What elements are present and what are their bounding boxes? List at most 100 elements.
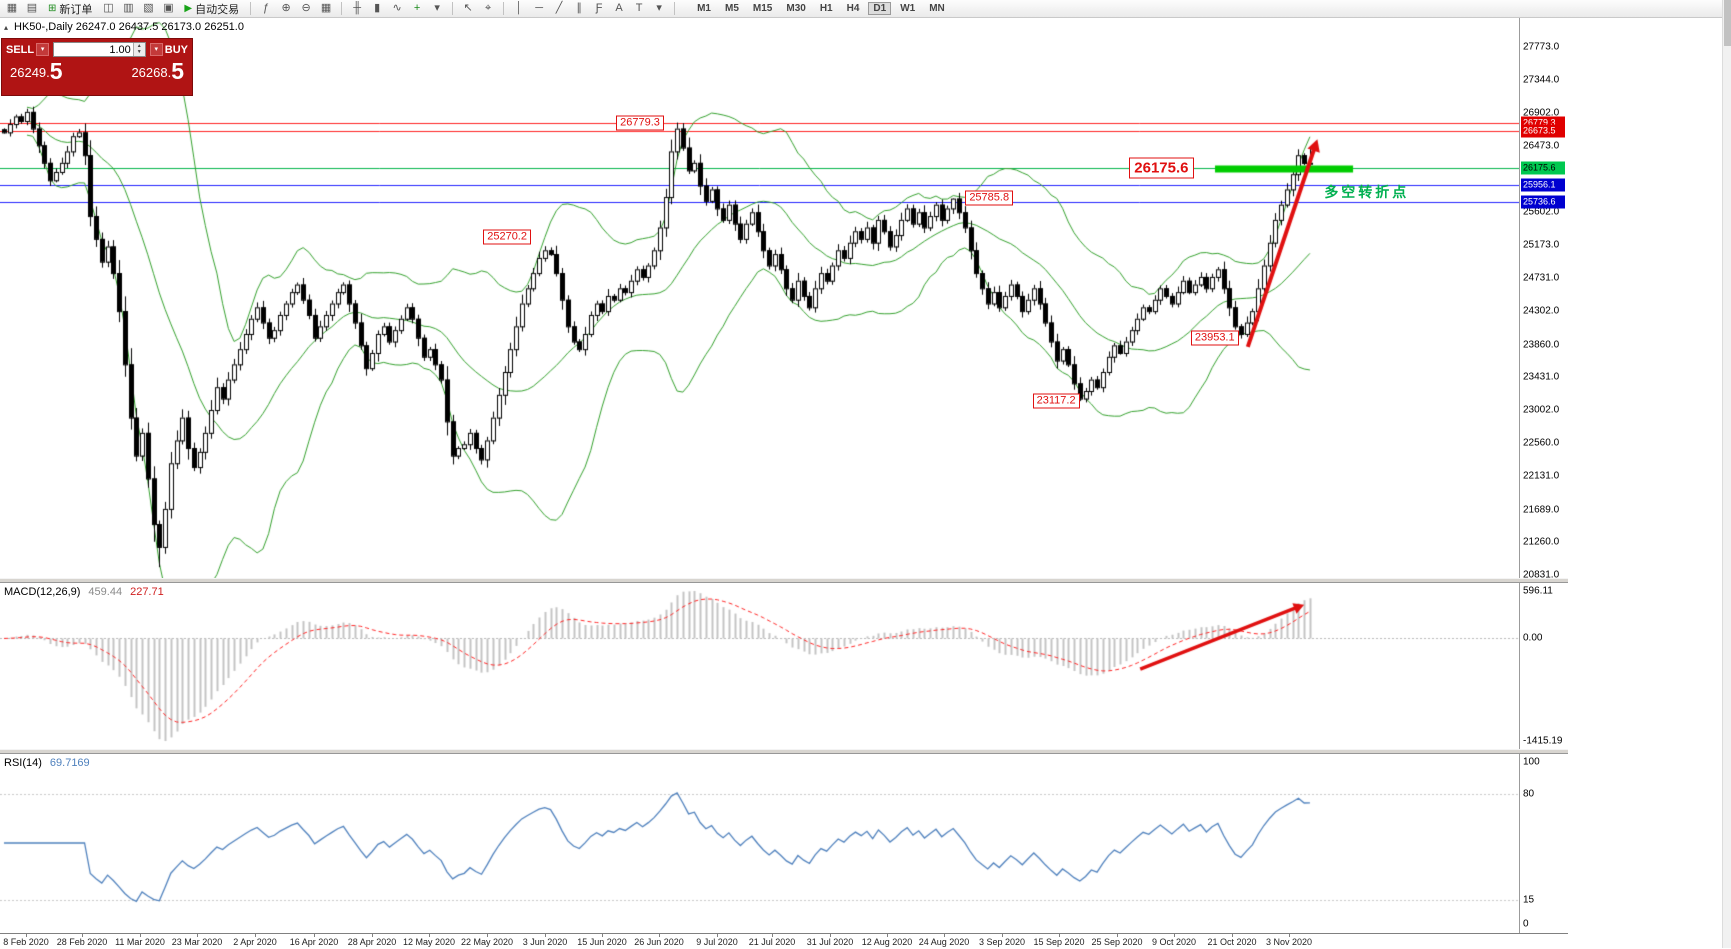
macd-axis-min: -1415.19: [1523, 735, 1563, 747]
time-tick: [717, 934, 718, 937]
timeframe-m15-button[interactable]: M15: [752, 3, 773, 14]
date-label: 28 Apr 2020: [347, 937, 397, 947]
price-axis-label: 25173.0: [1523, 239, 1560, 251]
volume-stepper-down-icon[interactable]: ▼: [136, 49, 142, 55]
macd-axis-zero: 0.00: [1523, 632, 1543, 644]
candlestick-type-icon[interactable]: ▮: [374, 2, 381, 14]
macd-canvas[interactable]: [0, 583, 1519, 749]
buy-label: BUY: [164, 43, 188, 56]
timeframe-h1-button[interactable]: H1: [819, 3, 833, 14]
zoom-out-icon[interactable]: ⊖: [301, 2, 311, 14]
price-tag: 25736.6: [1521, 195, 1565, 209]
autotrading-button[interactable]: ▶ 自动交易: [179, 1, 244, 17]
date-label: 12 May 2020: [402, 937, 456, 947]
rsi-header: RSI(14) 69.7169: [4, 757, 90, 769]
time-tick: [887, 934, 888, 937]
add-indicator-icon[interactable]: +: [413, 2, 421, 14]
time-tick: [602, 934, 603, 937]
horizontal-line-icon[interactable]: ─: [535, 2, 543, 14]
new-order-button[interactable]: ⊞ 新订单: [43, 1, 97, 17]
volume-input[interactable]: 1.00 ▲ ▼: [53, 42, 146, 57]
date-label: 12 Aug 2020: [861, 937, 913, 947]
toolbar-separator: [341, 2, 343, 15]
volume-stepper[interactable]: ▲ ▼: [132, 43, 145, 56]
time-tick: [372, 934, 373, 937]
profiles-icon[interactable]: ▤: [26, 2, 38, 14]
one-click-header: SELL ▾ 1.00 ▲ ▼ ▾ BUY: [2, 39, 192, 58]
templates-dropdown-icon[interactable]: ▾: [434, 2, 440, 14]
text-icon[interactable]: A: [615, 2, 623, 14]
macd-main-value: 459.44: [88, 586, 123, 598]
timeframe-d1-button[interactable]: D1: [868, 2, 892, 15]
date-label: 22 May 2020: [460, 937, 514, 947]
zoom-in-icon[interactable]: ⊕: [281, 2, 291, 14]
symbol-ohlc-text: HK50-,Daily 26247.0 26437.5 26173.0 2625…: [14, 21, 244, 33]
price-axis-label: 21689.0: [1523, 504, 1560, 516]
label-icon[interactable]: T: [635, 2, 643, 14]
time-tick: [255, 934, 256, 937]
line-chart-type-icon[interactable]: ∿: [392, 2, 402, 14]
navigator-icon[interactable]: ▧: [143, 2, 154, 14]
buy-dropdown-icon[interactable]: ▾: [149, 43, 163, 56]
price-axis-label: 23860.0: [1523, 339, 1560, 351]
scrollbar-thumb[interactable]: [1724, 0, 1731, 46]
tile-windows-icon[interactable]: ▦: [320, 2, 332, 14]
one-click-trading-panel: SELL ▾ 1.00 ▲ ▼ ▾ BUY 26249. 5 26268. 5: [1, 38, 193, 96]
timeframe-m5-button[interactable]: M5: [725, 3, 739, 14]
sell-button[interactable]: 26249. 5: [10, 60, 63, 83]
volume-stepper-up-icon[interactable]: ▲: [136, 43, 142, 49]
one-click-collapse-icon[interactable]: ▴: [4, 22, 9, 32]
time-tick: [1174, 934, 1175, 937]
price-tag: 25956.1: [1521, 178, 1565, 192]
time-tick: [944, 934, 945, 937]
price-tag: 26175.6: [1521, 161, 1565, 175]
panel-resize-handle[interactable]: [0, 749, 1568, 754]
price-axis-label: 25602.0: [1523, 206, 1560, 218]
time-tick: [545, 934, 546, 937]
panel-resize-handle[interactable]: [0, 578, 1568, 583]
time-tick: [314, 934, 315, 937]
fibonacci-icon[interactable]: Ƒ: [595, 2, 603, 14]
vertical-line-icon[interactable]: │: [515, 2, 523, 14]
channel-icon[interactable]: ∥: [576, 2, 582, 14]
date-label: 3 Nov 2020: [1265, 937, 1313, 947]
toolbar-separator: [674, 2, 676, 15]
main-chart-canvas[interactable]: [0, 18, 1519, 578]
charts-grid-icon[interactable]: ◫: [103, 2, 114, 14]
chart-window-icon[interactable]: ▦: [6, 2, 18, 14]
price-axis-label: 22131.0: [1523, 470, 1560, 482]
time-tick: [1059, 934, 1060, 937]
terminal-icon[interactable]: ▣: [163, 2, 174, 14]
timeframe-w1-button[interactable]: W1: [900, 3, 916, 14]
price-tag: 26673.5: [1521, 124, 1565, 138]
date-label: 28 Feb 2020: [56, 937, 108, 947]
sell-label: SELL: [6, 43, 35, 56]
date-label: 15 Jun 2020: [577, 937, 627, 947]
macd-axis: 596.11 0.00 -1415.19: [1520, 583, 1567, 749]
timeframe-m1-button[interactable]: M1: [697, 3, 711, 14]
cursor-icon[interactable]: ↖: [463, 2, 473, 14]
date-label: 15 Sep 2020: [1033, 937, 1085, 947]
price-axis-label: 22560.0: [1523, 437, 1560, 449]
indicators-icon[interactable]: ƒ: [263, 2, 270, 14]
rsi-canvas[interactable]: [0, 754, 1519, 933]
time-tick: [487, 934, 488, 937]
timeframe-h4-button[interactable]: H4: [846, 3, 860, 14]
time-tick: [1289, 934, 1290, 937]
buy-button[interactable]: 26268. 5: [131, 60, 184, 83]
date-label: 21 Jul 2020: [748, 937, 796, 947]
price-axis-label: 27773.0: [1523, 41, 1560, 53]
bar-chart-type-icon[interactable]: ╫: [353, 2, 361, 14]
trendline-icon[interactable]: ╱: [555, 2, 563, 14]
time-axis: 8 Feb 2020 28 Feb 2020 11 Mar 2020 23 Mar 2…: [0, 933, 1568, 949]
sell-dropdown-icon[interactable]: ▾: [36, 43, 50, 56]
price-axis-label: 20831.0: [1523, 569, 1560, 581]
date-label: 9 Oct 2020: [1151, 937, 1197, 947]
market-watch-icon[interactable]: ▥: [123, 2, 134, 14]
crosshair-icon[interactable]: ⌖: [484, 2, 492, 14]
timeframe-m30-button[interactable]: M30: [786, 3, 806, 14]
price-axis-label: 23002.0: [1523, 404, 1560, 416]
shapes-dropdown-icon[interactable]: ▾: [656, 2, 662, 14]
date-label: 3 Sep 2020: [978, 937, 1026, 947]
timeframe-mn-button[interactable]: MN: [929, 3, 945, 14]
